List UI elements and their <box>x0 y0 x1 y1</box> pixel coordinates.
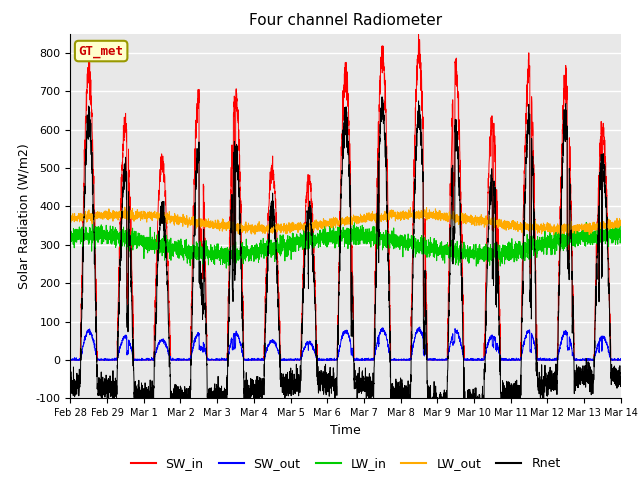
LW_out <box>616 220 624 226</box>
LW_out <box>550 232 557 238</box>
SW_in <box>67 357 74 363</box>
LW_out <box>325 218 333 224</box>
Rnet <box>617 379 625 384</box>
LW_out <box>67 216 74 221</box>
Line: SW_out: SW_out <box>70 327 621 360</box>
SW_in <box>617 357 625 363</box>
Text: GT_met: GT_met <box>79 45 124 58</box>
LW_in <box>67 237 74 242</box>
Rnet <box>438 401 446 407</box>
SW_out <box>617 357 625 363</box>
LW_out <box>500 218 508 224</box>
SW_out <box>616 357 624 363</box>
Line: SW_in: SW_in <box>70 35 621 360</box>
LW_in <box>325 234 333 240</box>
SW_in <box>500 357 508 363</box>
Legend: SW_in, SW_out, LW_in, LW_out, Rnet: SW_in, SW_out, LW_in, LW_out, Rnet <box>125 452 566 475</box>
LW_out <box>166 216 173 222</box>
X-axis label: Time: Time <box>330 424 361 437</box>
Rnet <box>469 392 477 398</box>
SW_out <box>325 357 333 363</box>
SW_out <box>500 357 508 363</box>
LW_in <box>617 236 625 241</box>
SW_out <box>166 353 173 359</box>
Line: LW_out: LW_out <box>70 207 621 235</box>
SW_out <box>416 324 424 330</box>
LW_out <box>121 204 129 210</box>
SW_in <box>438 357 446 363</box>
LW_in <box>223 265 230 271</box>
Rnet <box>325 382 333 387</box>
SW_in <box>325 357 333 363</box>
LW_in <box>438 251 446 257</box>
SW_in <box>616 357 624 363</box>
SW_out <box>469 357 477 363</box>
SW_out <box>67 357 75 363</box>
SW_out <box>67 357 74 362</box>
LW_out <box>617 220 625 226</box>
LW_in <box>500 249 508 254</box>
LW_out <box>438 214 446 219</box>
LW_in <box>582 219 590 225</box>
SW_out <box>439 357 447 362</box>
SW_in <box>166 320 173 325</box>
Title: Four channel Radiometer: Four channel Radiometer <box>249 13 442 28</box>
SW_in <box>415 32 422 37</box>
SW_in <box>469 357 477 363</box>
Rnet <box>472 420 480 425</box>
Rnet <box>378 94 386 100</box>
Rnet <box>500 391 508 397</box>
Y-axis label: Solar Radiation (W/m2): Solar Radiation (W/m2) <box>17 143 30 289</box>
LW_out <box>469 216 477 222</box>
Rnet <box>166 364 173 370</box>
LW_in <box>166 248 173 254</box>
LW_in <box>469 247 477 252</box>
Rnet <box>616 383 624 388</box>
Line: LW_in: LW_in <box>70 222 621 268</box>
Line: Rnet: Rnet <box>70 97 621 422</box>
LW_in <box>616 237 624 242</box>
Rnet <box>67 391 74 396</box>
